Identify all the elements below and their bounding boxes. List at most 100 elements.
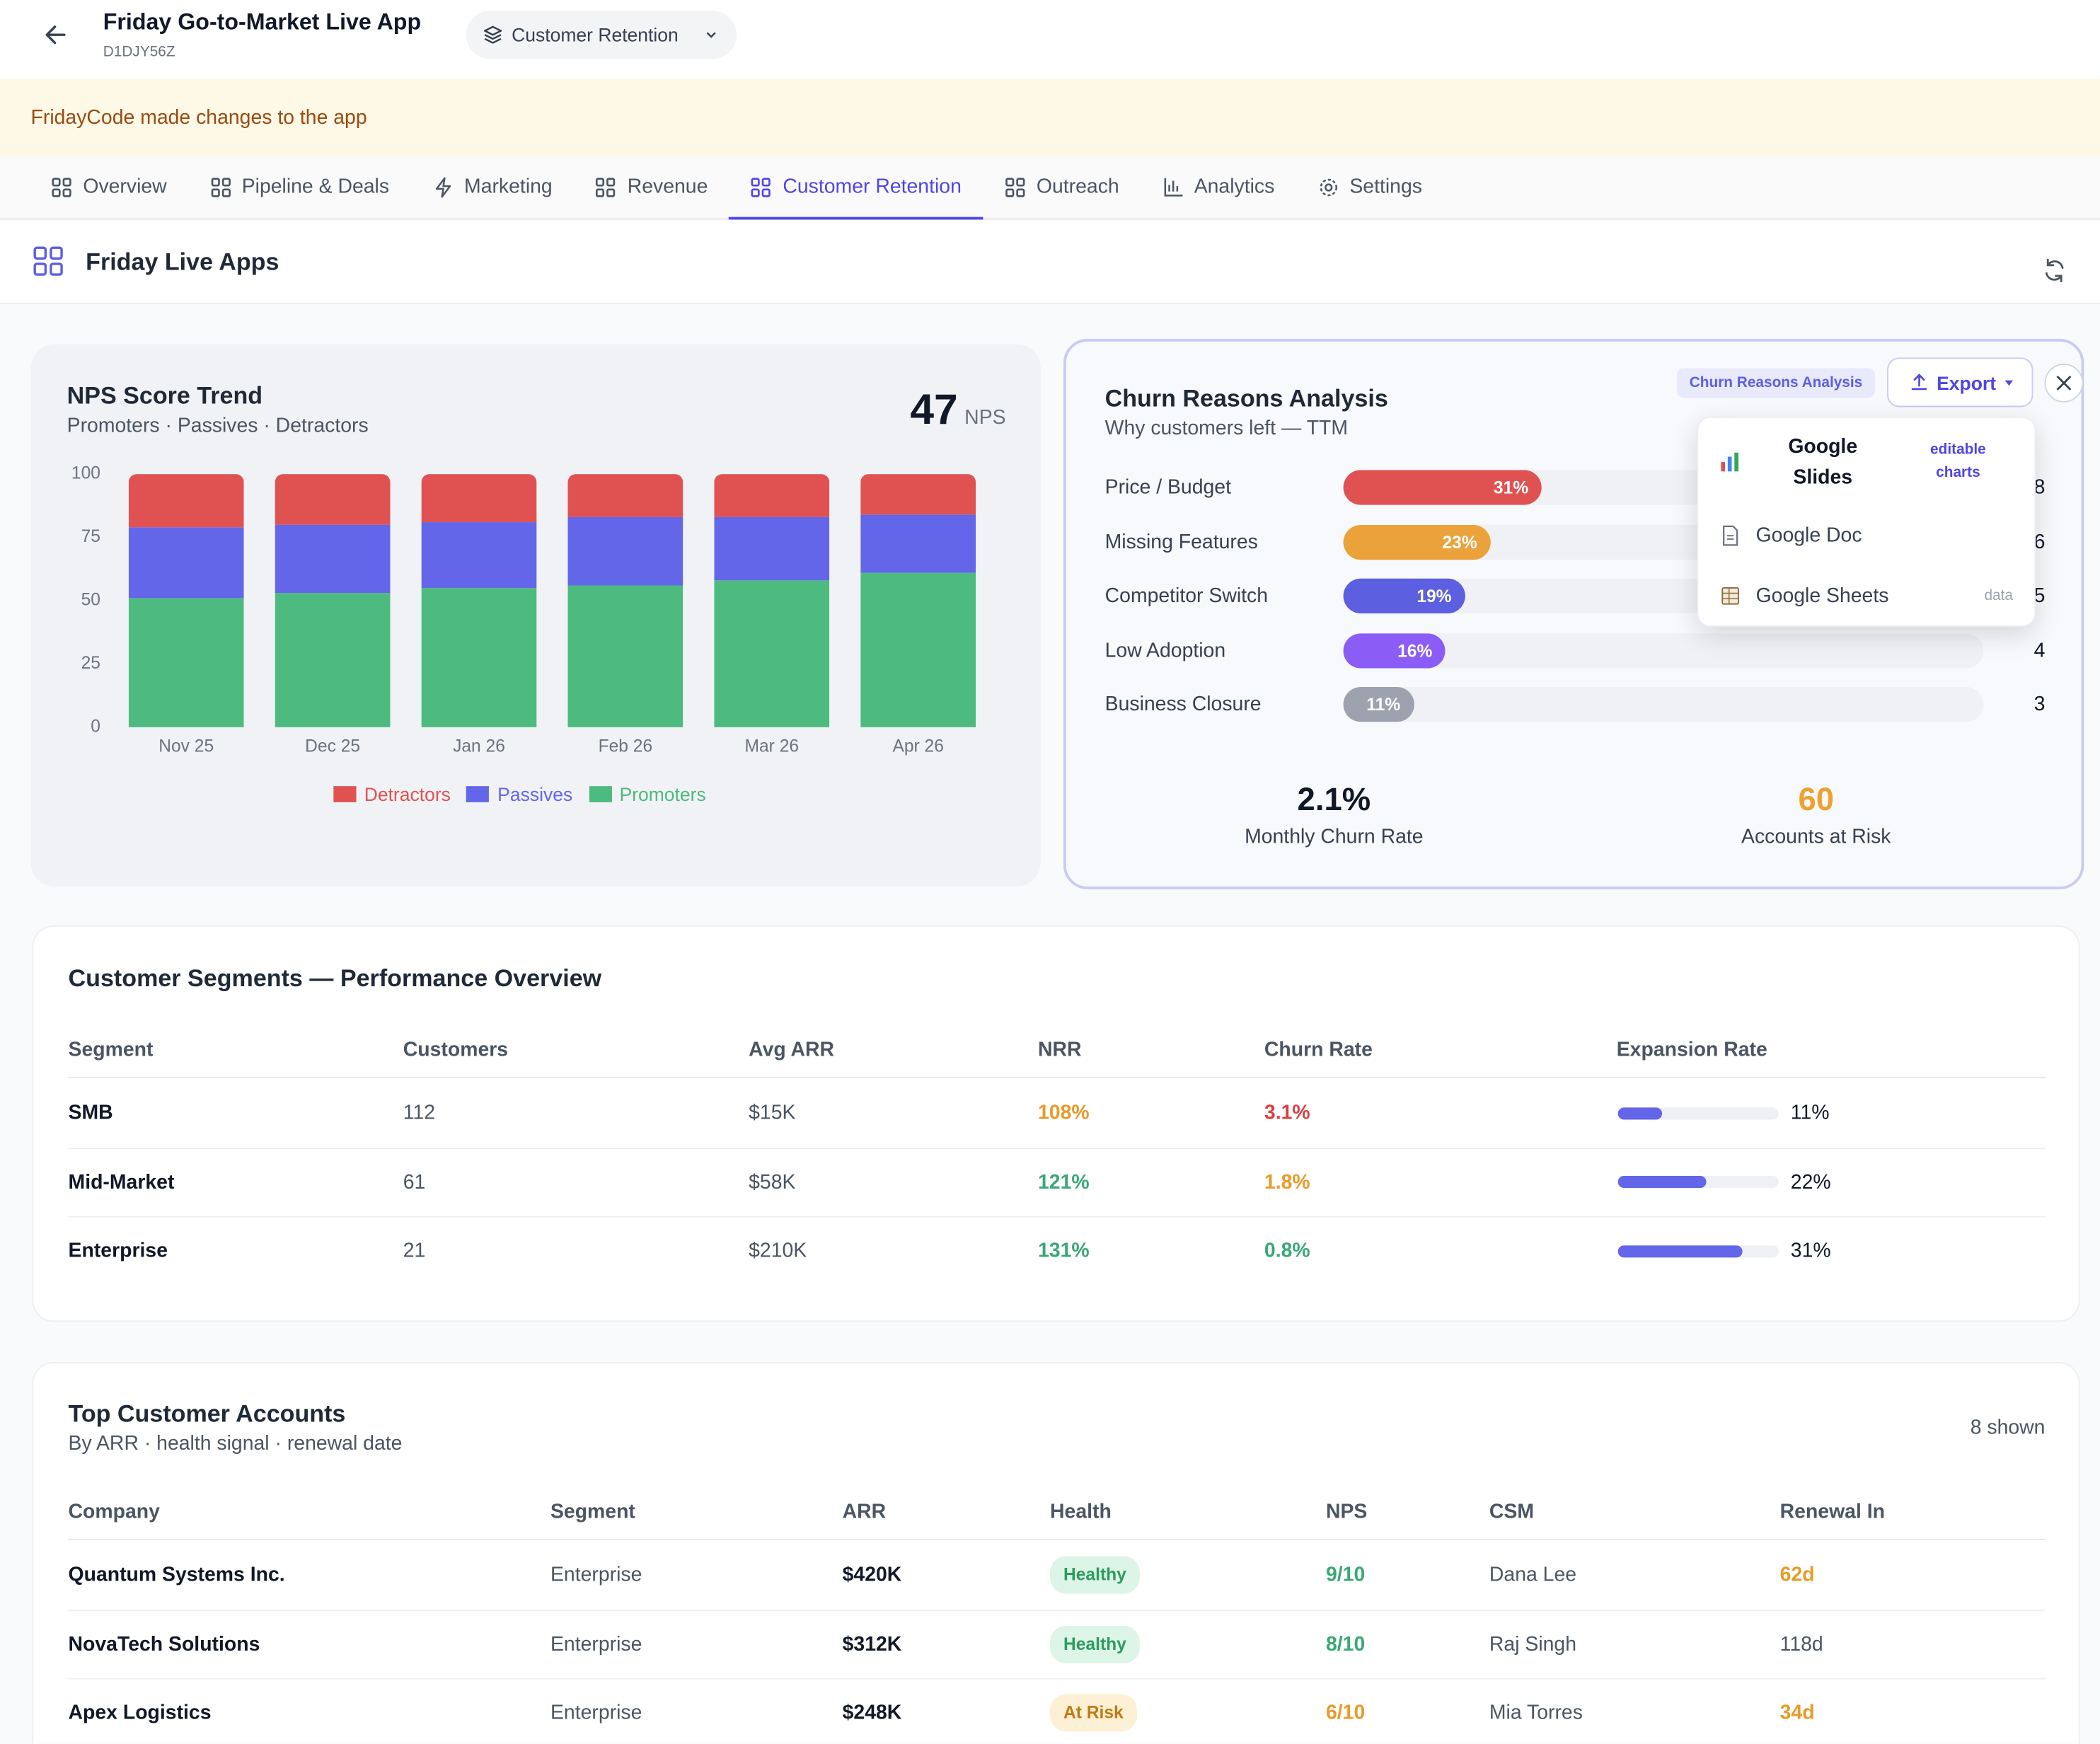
value-label: 16%: [1397, 640, 1433, 661]
menu-item[interactable]: Google Sheets data: [1698, 569, 2034, 623]
cell: $312K: [842, 1632, 902, 1656]
bar-segment: [567, 516, 683, 586]
tab[interactable]: Settings: [1296, 156, 1444, 219]
reason-label: Missing Features: [1104, 530, 1258, 553]
health-badge: Healthy: [1050, 1556, 1140, 1594]
bar-segment: [860, 514, 976, 573]
page-selector[interactable]: Customer Retention: [466, 11, 737, 59]
export-label: Export: [1937, 372, 1997, 394]
cell: 9/10: [1325, 1563, 1366, 1587]
stat-value: 2.1%: [1297, 782, 1371, 819]
close-button[interactable]: [2044, 363, 2084, 403]
bar-stack: [421, 474, 537, 727]
upload-icon: [1911, 374, 1927, 391]
x-tick-label: Nov 25: [158, 737, 214, 756]
cell: Mia Torres: [1489, 1701, 1583, 1725]
menu-label: Google Sheets: [1755, 584, 1889, 608]
menu-item[interactable]: Google Slides editable charts: [1698, 435, 2034, 489]
legend-item: Promoters: [588, 781, 706, 808]
tab-label: Overview: [83, 175, 167, 199]
tab[interactable]: Overview: [30, 156, 188, 219]
tab-icon: [52, 177, 71, 197]
tab[interactable]: Marketing: [410, 156, 574, 219]
y-tick-label: 25: [81, 654, 100, 673]
apps-icon: [33, 246, 63, 276]
cell: $210K: [749, 1239, 807, 1263]
cell: $15K: [749, 1101, 796, 1125]
cell: 121%: [1037, 1170, 1090, 1194]
bar: 16%: [1343, 633, 1446, 668]
menu-item[interactable]: Google Doc: [1698, 509, 2034, 562]
value-label: 11%: [1366, 694, 1401, 715]
bar: 19%: [1343, 578, 1465, 613]
bar-segment: [860, 474, 976, 515]
bar-segment: [421, 522, 537, 589]
nps-card: NPS Score Trend Promoters · Passives · D…: [30, 344, 1041, 887]
cell: 112: [403, 1101, 436, 1125]
legend-swatch: [588, 786, 612, 802]
bar-segment: [714, 516, 830, 581]
chevron-icon: [706, 32, 716, 38]
divider: [68, 1538, 2046, 1540]
bar-segment: [128, 474, 244, 528]
cell: 0.8%: [1264, 1239, 1310, 1263]
reason-label: Business Closure: [1104, 693, 1262, 716]
legend-label: Passives: [497, 783, 573, 805]
stat-value: 60: [1798, 782, 1835, 819]
y-tick-label: 100: [71, 464, 100, 483]
bar-segment: [275, 593, 391, 727]
legend-swatch: [466, 786, 490, 802]
x-tick-label: Apr 26: [892, 737, 943, 756]
refresh-button[interactable]: [2041, 257, 2068, 284]
chip-label: Churn Reasons Analysis: [1689, 375, 1863, 391]
cell: Enterprise: [550, 1563, 642, 1587]
export-button[interactable]: Export: [1887, 357, 2033, 408]
bar-segment: [275, 474, 391, 525]
column-header: Segment: [68, 1038, 154, 1062]
top-bar: Friday Go-to-Market Live App D1DJY56Z Cu…: [0, 0, 2100, 81]
banner-message: FridayCode made changes to the app: [30, 106, 367, 129]
cell: Enterprise: [550, 1632, 642, 1656]
tab[interactable]: Revenue: [574, 156, 729, 219]
x-tick-label: Jan 26: [453, 737, 505, 756]
tab[interactable]: Pipeline & Deals: [188, 156, 410, 219]
x-tick-label: Mar 26: [745, 737, 800, 756]
tab[interactable]: Outreach: [983, 156, 1141, 219]
nps-unit: NPS: [964, 406, 1006, 429]
bar-segment: [421, 474, 537, 523]
cell: Apex Logistics: [68, 1701, 212, 1725]
column-header: Expansion Rate: [1616, 1038, 1767, 1062]
cell: 118d: [1779, 1632, 1823, 1656]
bar-stack: [714, 474, 830, 727]
tab[interactable]: Analytics: [1141, 156, 1296, 219]
card-subtitle: Promoters · Passives · Detractors: [67, 414, 369, 438]
divider: [68, 1076, 2046, 1078]
nps-value: 47: [910, 385, 958, 434]
back-button[interactable]: [43, 21, 70, 48]
reason-count: 8: [2033, 475, 2046, 499]
tab-label: Revenue: [627, 175, 708, 199]
tab[interactable]: Customer Retention: [729, 156, 983, 220]
divider: [68, 1147, 2046, 1149]
divider: [68, 1609, 2046, 1611]
y-tick-label: 0: [91, 717, 100, 736]
divider: [68, 1677, 2046, 1680]
cell: 131%: [1037, 1239, 1090, 1263]
cell: $248K: [842, 1701, 902, 1725]
reason-count: 4: [2033, 638, 2046, 662]
column-header: Churn Rate: [1264, 1038, 1373, 1062]
card-title: Churn Reasons Analysis: [1104, 385, 1388, 412]
export-menu: Google Slides editable charts Google Doc Go…: [1697, 416, 2036, 627]
tab-icon: [1319, 178, 1337, 196]
menu-label: Google Slides: [1788, 435, 1858, 489]
tab-label: Pipeline & Deals: [241, 175, 390, 199]
expansion-bar: [1617, 1107, 1663, 1119]
column-header: CSM: [1489, 1500, 1535, 1524]
bar-track: [1343, 633, 1984, 668]
divider: [68, 1215, 2046, 1218]
bar-segment: [275, 524, 391, 594]
x-tick-label: Dec 25: [305, 737, 360, 756]
tab-icon: [751, 177, 771, 197]
cell: Raj Singh: [1489, 1632, 1577, 1656]
